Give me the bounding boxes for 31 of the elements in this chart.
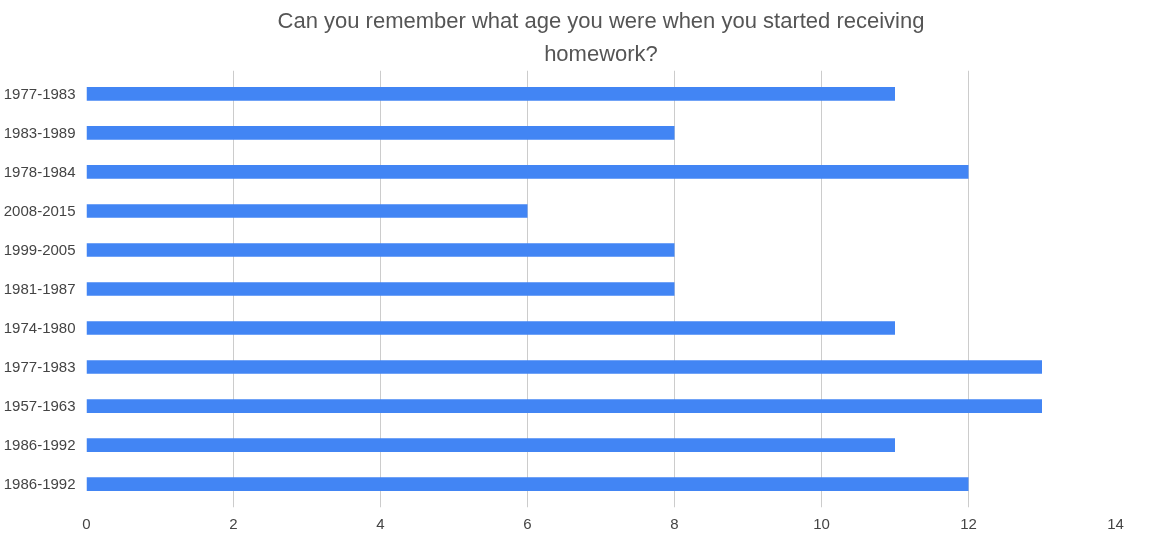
bar	[86, 477, 969, 491]
y-tick-label: 1974-1980	[3, 319, 76, 337]
bar	[86, 126, 675, 140]
bar	[86, 438, 895, 452]
y-tick-label: 1957-1963	[3, 397, 76, 415]
y-tick-label: 2008-2015	[3, 201, 76, 219]
bar	[86, 165, 969, 179]
x-tick-label: 2	[229, 514, 238, 532]
y-tick-label: 1983-1989	[3, 123, 76, 141]
bar	[86, 204, 528, 218]
x-tick-label: 0	[82, 514, 91, 532]
x-tick-label: 8	[670, 514, 679, 532]
bar	[86, 399, 1042, 413]
y-tick-label: 1999-2005	[3, 240, 76, 258]
y-tick-label: 1981-1987	[3, 280, 76, 297]
y-tick-label: 1977-1983	[3, 358, 76, 376]
chart-title: Can you remember what age you were when you started receiving homework?	[277, 8, 925, 66]
x-tick-label: 14	[1107, 514, 1124, 532]
x-tick-label: 10	[813, 514, 830, 532]
bar	[86, 87, 895, 101]
y-tick-label: 1986-1992	[3, 475, 76, 493]
x-tick-label: 6	[523, 514, 532, 532]
y-tick-label: 1986-1992	[3, 436, 76, 454]
x-tick-label: 12	[960, 514, 977, 532]
bar	[86, 243, 675, 257]
bar	[86, 321, 895, 335]
bar	[86, 360, 1042, 374]
bar	[86, 282, 675, 296]
x-tick-label: 4	[376, 514, 385, 532]
y-tick-label: 1978-1984	[3, 162, 76, 180]
y-tick-label: 1977-1983	[3, 84, 76, 102]
